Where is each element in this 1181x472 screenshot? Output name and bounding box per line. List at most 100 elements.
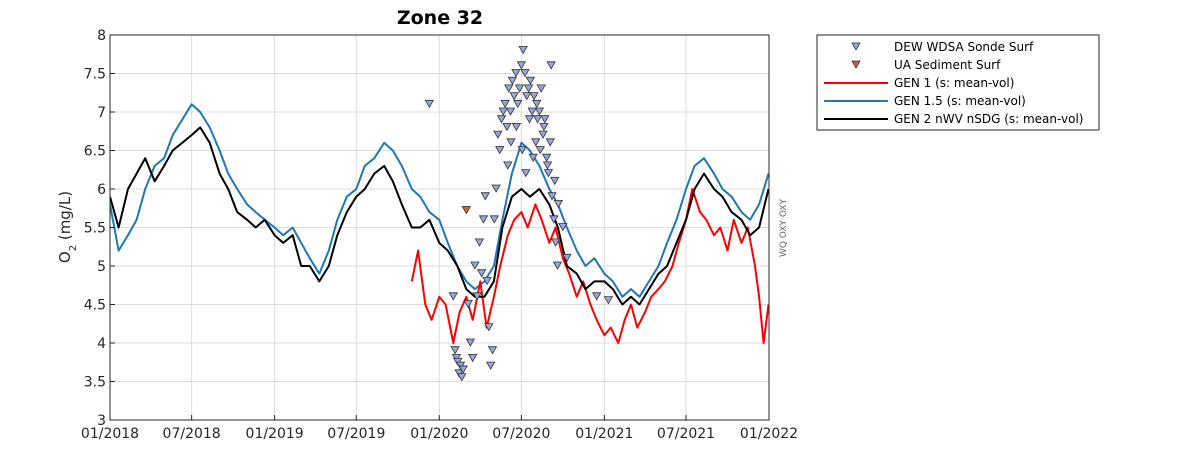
y-tick-label: 3.5 <box>84 375 106 391</box>
data-point <box>527 107 537 116</box>
x-tick-label: 07/2018 <box>163 426 221 442</box>
data-point <box>538 130 548 139</box>
x-tick-label: 01/2022 <box>740 426 798 442</box>
y-tick-label: 6.5 <box>84 144 106 160</box>
legend-swatch <box>851 60 861 69</box>
side-label: WQ OXY OXY <box>779 198 789 257</box>
x-tick-label: 07/2019 <box>327 426 385 442</box>
data-point <box>489 215 499 224</box>
data-point <box>486 361 496 370</box>
x-tick-label: 01/2020 <box>410 426 468 442</box>
data-point <box>505 107 516 116</box>
data-point <box>514 84 525 93</box>
data-point <box>482 277 492 286</box>
data-point <box>513 99 523 109</box>
data-point <box>535 146 546 155</box>
x-tick-label: 01/2019 <box>246 426 304 442</box>
y-tick-label: 4.5 <box>84 298 106 314</box>
legend-label: GEN 2 nWV nSDG (s: mean-vol) <box>894 112 1083 126</box>
data-point <box>511 69 521 78</box>
data-point <box>525 76 536 86</box>
data-point <box>542 161 553 170</box>
data-point <box>550 238 561 247</box>
y-tick-label: 4 <box>97 336 106 352</box>
data-point <box>534 107 545 116</box>
data-point <box>539 123 549 132</box>
data-point <box>484 323 494 332</box>
data-point <box>520 69 530 78</box>
legend-label: GEN 1 (s: mean-vol) <box>894 76 1014 90</box>
data-point <box>521 169 531 178</box>
data-point <box>529 92 539 101</box>
y-tick-label: 6 <box>97 182 106 198</box>
data-point <box>461 206 472 215</box>
data-point <box>493 130 503 139</box>
data-point <box>522 92 532 101</box>
data-point <box>528 153 538 163</box>
data-point <box>550 176 560 186</box>
series-line-4 <box>110 126 769 306</box>
data-point <box>532 115 543 124</box>
data-point <box>476 269 487 278</box>
data-point <box>540 115 550 124</box>
data-point <box>470 261 480 270</box>
data-point <box>458 365 468 374</box>
y-tick-label: 7.5 <box>84 67 106 83</box>
data-point <box>498 107 509 116</box>
data-point <box>541 153 552 163</box>
data-point <box>467 354 478 363</box>
data-point <box>517 146 527 155</box>
data-point <box>562 253 572 263</box>
data-point <box>536 84 546 93</box>
ticks: 01/2018 07/2018 01/2019 07/2019 01/2020 07/20… <box>81 28 798 442</box>
data-point <box>480 192 490 201</box>
data-point <box>547 192 557 201</box>
y-tick-label: 5.5 <box>84 221 106 237</box>
data-point <box>500 99 510 109</box>
data-point <box>546 61 556 70</box>
x-tick-label: 07/2021 <box>657 426 715 442</box>
data-point <box>603 296 614 305</box>
data-point <box>524 115 535 124</box>
data-point <box>592 292 602 301</box>
data-point <box>491 184 501 193</box>
data-point <box>457 373 467 382</box>
data-point <box>496 115 507 124</box>
data-point <box>465 338 476 347</box>
data-point <box>558 223 568 232</box>
data-point <box>463 300 473 309</box>
data-point <box>474 238 485 247</box>
data-point <box>552 261 563 270</box>
data-point <box>495 146 505 155</box>
data-point <box>523 84 534 93</box>
data-point <box>532 99 542 109</box>
data-point <box>516 61 527 70</box>
data-point <box>553 200 564 209</box>
data-point <box>509 92 519 101</box>
y-tick-label: 7 <box>97 105 106 121</box>
data-point <box>504 84 514 93</box>
y-tick-label: 3 <box>97 413 106 429</box>
data-point <box>424 99 435 109</box>
legend-label: UA Sediment Surf <box>894 58 1001 72</box>
data-point <box>472 292 482 301</box>
legend-swatch <box>851 42 861 51</box>
data-point <box>518 46 528 55</box>
data-point <box>549 215 559 224</box>
series-line-2 <box>410 188 769 344</box>
series-line-3 <box>110 103 769 298</box>
data-point <box>503 161 513 170</box>
data-point <box>448 292 458 301</box>
chart-title: Zone 32 <box>397 7 483 29</box>
data-point <box>511 123 522 132</box>
data-point <box>531 138 541 147</box>
legend-label: GEN 1.5 (s: mean-vol) <box>894 94 1026 108</box>
data-point <box>545 138 555 147</box>
x-tick-label: 01/2021 <box>575 426 633 442</box>
y-tick-label: 8 <box>97 28 106 44</box>
data-point <box>502 123 512 132</box>
series-layer <box>110 46 769 382</box>
data-point <box>506 138 516 147</box>
y-tick-label: 5 <box>97 259 106 275</box>
